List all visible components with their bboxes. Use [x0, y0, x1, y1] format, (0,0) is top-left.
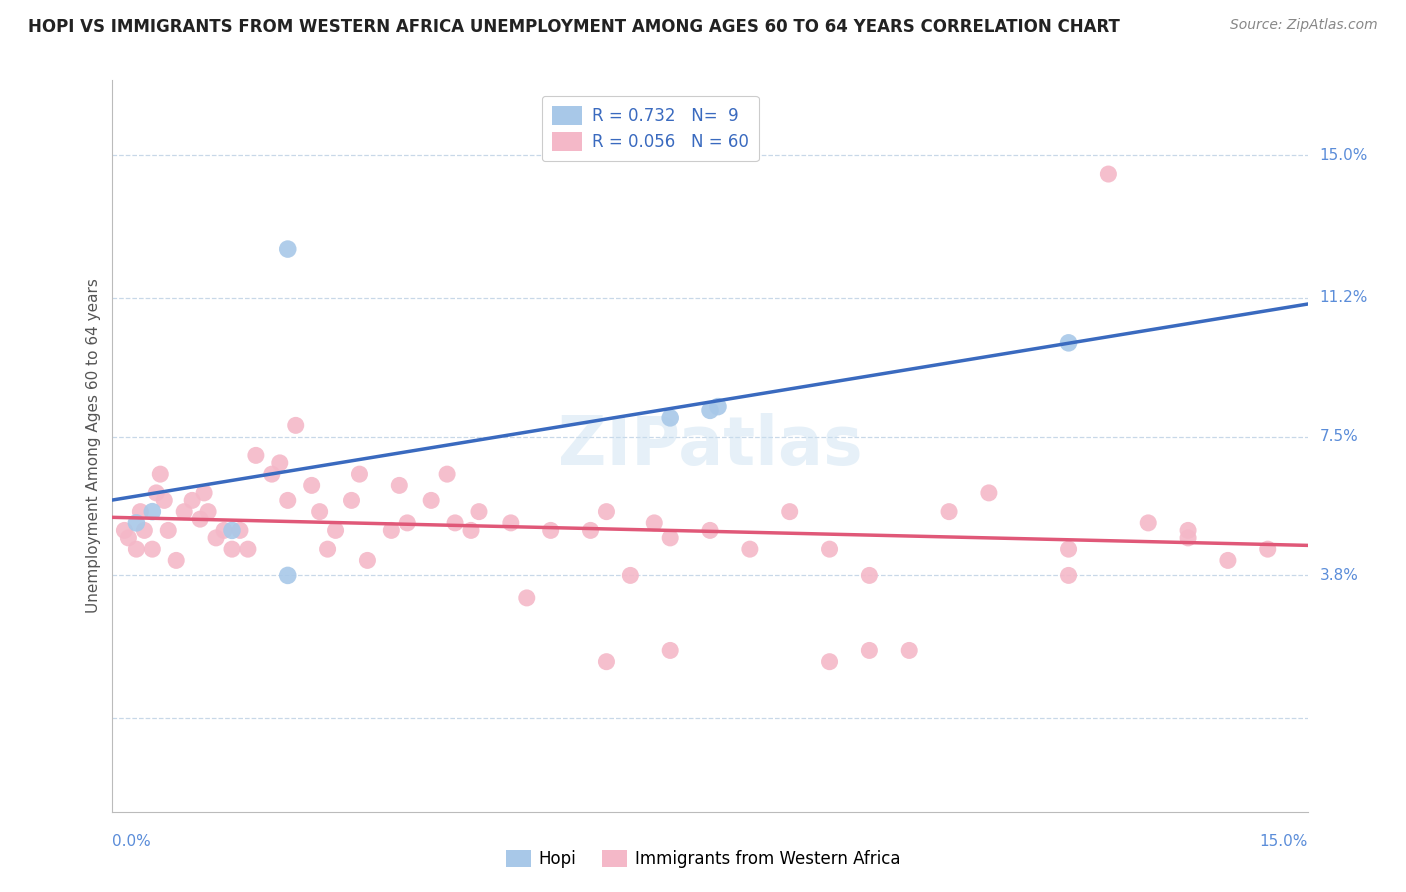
Point: [212, 524, 235, 538]
Point: [388, 478, 411, 492]
Point: [396, 516, 419, 530]
Point: [301, 478, 323, 492]
Point: [779, 505, 801, 519]
Point: [277, 568, 299, 582]
Point: [699, 524, 721, 538]
Point: [643, 516, 665, 530]
Point: [1216, 553, 1239, 567]
Legend: Hopi, Immigrants from Western Africa: Hopi, Immigrants from Western Africa: [499, 843, 907, 875]
Point: [460, 524, 482, 538]
Point: [659, 643, 682, 657]
Point: [284, 418, 307, 433]
Point: [114, 524, 135, 538]
Point: [149, 467, 172, 482]
Point: [221, 542, 243, 557]
Point: [1057, 542, 1080, 557]
Point: [349, 467, 371, 482]
Point: [145, 486, 167, 500]
Point: [1057, 568, 1080, 582]
Point: [117, 531, 139, 545]
Point: [699, 403, 721, 417]
Point: [165, 553, 187, 567]
Point: [236, 542, 259, 557]
Point: [938, 505, 960, 519]
Point: [229, 524, 252, 538]
Point: [595, 505, 617, 519]
Text: Source: ZipAtlas.com: Source: ZipAtlas.com: [1230, 18, 1378, 32]
Text: 15.0%: 15.0%: [1320, 148, 1368, 163]
Point: [129, 505, 152, 519]
Point: [1097, 167, 1119, 181]
Point: [340, 493, 363, 508]
Point: [141, 542, 163, 557]
Text: ZIPatlas: ZIPatlas: [558, 413, 862, 479]
Point: [540, 524, 562, 538]
Point: [308, 505, 330, 519]
Text: 0.0%: 0.0%: [112, 834, 152, 848]
Point: [659, 531, 682, 545]
Legend: R = 0.732   N=  9, R = 0.056   N = 60: R = 0.732 N= 9, R = 0.056 N = 60: [541, 96, 759, 161]
Point: [1177, 524, 1199, 538]
Point: [197, 505, 219, 519]
Point: [818, 542, 841, 557]
Point: [325, 524, 347, 538]
Text: 3.8%: 3.8%: [1320, 568, 1358, 582]
Point: [269, 456, 291, 470]
Point: [420, 493, 443, 508]
Point: [499, 516, 522, 530]
Point: [707, 400, 730, 414]
Point: [468, 505, 491, 519]
Point: [181, 493, 204, 508]
Point: [188, 512, 211, 526]
Point: [157, 524, 180, 538]
Point: [1057, 335, 1080, 350]
Point: [579, 524, 602, 538]
Point: [205, 531, 228, 545]
Point: [898, 643, 921, 657]
Point: [245, 449, 267, 463]
Point: [221, 524, 243, 538]
Point: [1137, 516, 1160, 530]
Point: [316, 542, 339, 557]
Point: [260, 467, 283, 482]
Point: [277, 493, 299, 508]
Point: [193, 486, 215, 500]
Point: [134, 524, 156, 538]
Text: 7.5%: 7.5%: [1320, 429, 1358, 444]
Point: [380, 524, 402, 538]
Text: 15.0%: 15.0%: [1260, 834, 1308, 848]
Point: [125, 542, 148, 557]
Point: [125, 516, 148, 530]
Point: [1177, 531, 1199, 545]
Point: [1257, 542, 1279, 557]
Point: [738, 542, 761, 557]
Point: [977, 486, 1000, 500]
Point: [444, 516, 467, 530]
Text: 11.2%: 11.2%: [1320, 290, 1368, 305]
Point: [277, 242, 299, 256]
Point: [595, 655, 617, 669]
Point: [818, 655, 841, 669]
Point: [173, 505, 195, 519]
Point: [516, 591, 538, 605]
Point: [858, 568, 880, 582]
Point: [141, 505, 163, 519]
Text: HOPI VS IMMIGRANTS FROM WESTERN AFRICA UNEMPLOYMENT AMONG AGES 60 TO 64 YEARS CO: HOPI VS IMMIGRANTS FROM WESTERN AFRICA U…: [28, 18, 1121, 36]
Point: [356, 553, 378, 567]
Point: [659, 410, 682, 425]
Point: [619, 568, 641, 582]
Y-axis label: Unemployment Among Ages 60 to 64 years: Unemployment Among Ages 60 to 64 years: [86, 278, 101, 614]
Point: [436, 467, 458, 482]
Point: [153, 493, 176, 508]
Point: [858, 643, 880, 657]
